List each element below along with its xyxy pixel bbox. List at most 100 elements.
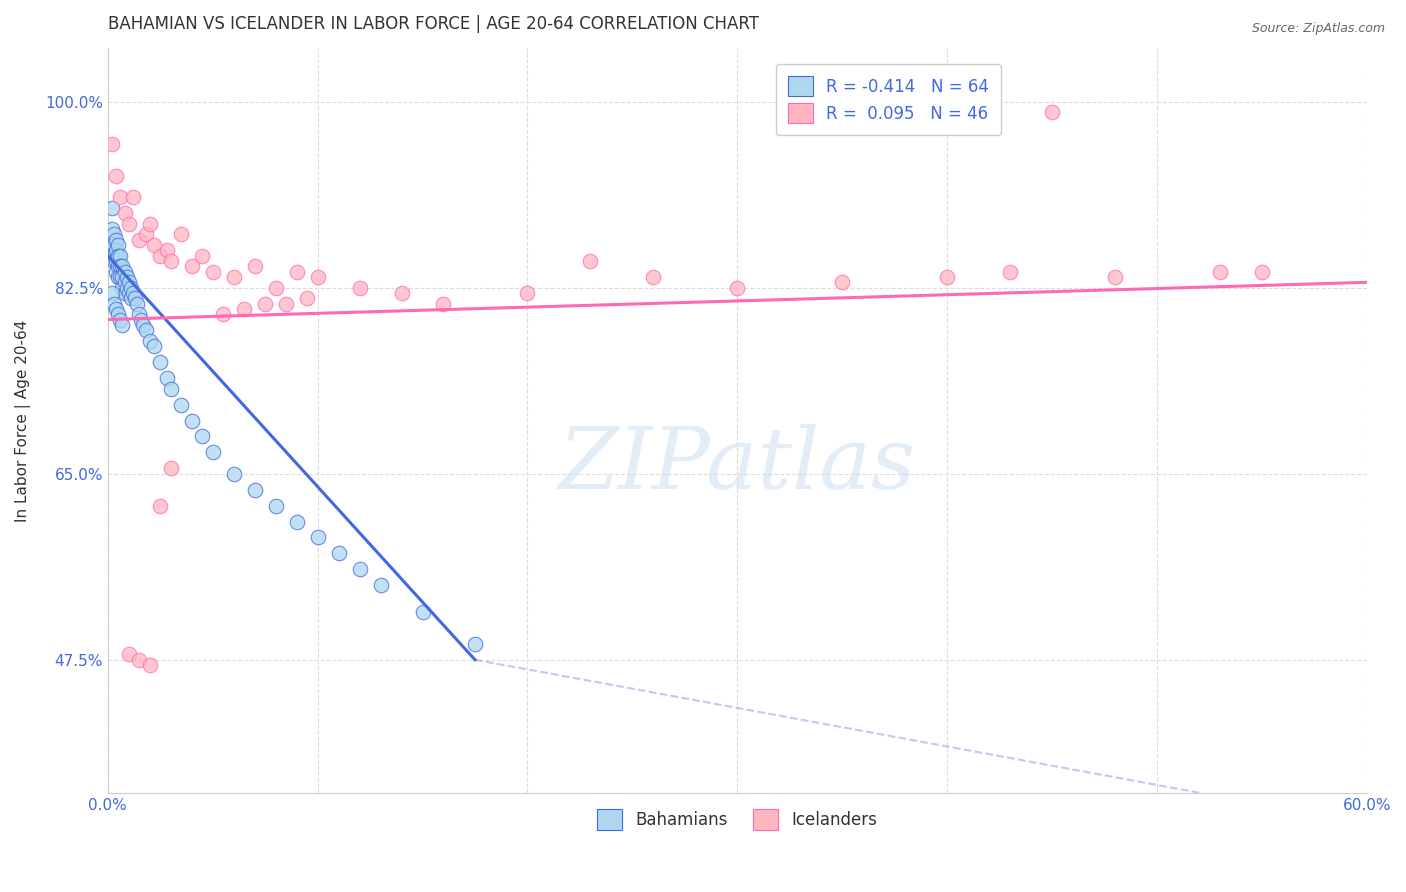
Point (105, 254, 128, 268)
Point (101, 137, 124, 152)
Point (579, 254, 602, 268)
Point (149, 355, 172, 369)
Point (170, 227, 193, 242)
Point (464, 637, 486, 651)
Point (105, 301, 128, 316)
Point (105, 244, 128, 258)
Point (307, 270, 329, 285)
Point (212, 307, 235, 321)
Point (111, 270, 134, 285)
Point (142, 339, 165, 353)
Point (110, 270, 132, 285)
Point (1104, 270, 1126, 285)
Point (114, 206, 136, 220)
Point (155, 244, 177, 258)
Point (233, 301, 256, 316)
Point (114, 285, 136, 300)
Point (138, 334, 160, 348)
Point (191, 429, 214, 443)
Point (349, 280, 371, 294)
Point (105, 169, 128, 183)
Point (149, 249, 172, 263)
Point (391, 285, 413, 300)
Point (103, 296, 125, 310)
Point (274, 296, 297, 310)
Point (307, 531, 329, 545)
Point (111, 280, 134, 294)
Point (118, 276, 141, 290)
Point (101, 222, 124, 236)
Text: BAHAMIAN VS ICELANDER IN LABOR FORCE | AGE 20-64 CORRELATION CHART: BAHAMIAN VS ICELANDER IN LABOR FORCE | A… (108, 15, 759, 33)
Point (107, 260, 129, 274)
Point (328, 546, 350, 560)
Point (411, 605, 433, 619)
Point (107, 307, 129, 321)
Point (107, 249, 129, 263)
Point (831, 276, 853, 290)
Point (111, 318, 134, 332)
Point (107, 270, 129, 285)
Point (201, 445, 224, 459)
Legend: Bahamians, Icelanders: Bahamians, Icelanders (591, 803, 884, 837)
Point (114, 276, 136, 290)
Point (643, 270, 665, 285)
Point (118, 648, 141, 662)
Point (243, 483, 266, 497)
Point (1250, 265, 1272, 279)
Point (111, 260, 134, 274)
Point (295, 291, 318, 305)
Point (370, 578, 392, 592)
Point (132, 318, 155, 332)
Point (105, 233, 128, 247)
Point (110, 190, 132, 204)
Point (142, 238, 165, 252)
Point (115, 270, 138, 285)
Point (105, 265, 128, 279)
Point (936, 270, 959, 285)
Point (516, 285, 538, 300)
Point (155, 371, 177, 385)
Point (254, 296, 277, 310)
Point (134, 227, 156, 242)
Point (128, 233, 150, 247)
Point (191, 249, 214, 263)
Point (115, 280, 138, 294)
Point (131, 312, 153, 326)
Point (138, 658, 160, 673)
Point (98, 233, 121, 247)
Text: ZIPatlas: ZIPatlas (558, 424, 915, 507)
Point (98, 249, 121, 263)
Point (349, 562, 371, 576)
Point (285, 515, 308, 529)
Point (127, 296, 149, 310)
Point (159, 254, 181, 268)
Point (264, 499, 287, 513)
Point (103, 249, 125, 263)
Point (201, 265, 224, 279)
Point (110, 260, 132, 274)
Point (120, 291, 142, 305)
Point (101, 285, 124, 300)
Point (122, 285, 145, 300)
Point (101, 244, 124, 258)
Point (264, 280, 287, 294)
Point (998, 265, 1021, 279)
Point (180, 260, 202, 274)
Point (118, 285, 141, 300)
Point (285, 265, 308, 279)
Point (128, 653, 150, 667)
Point (103, 238, 125, 252)
Point (149, 499, 172, 513)
Point (222, 270, 245, 285)
Point (725, 280, 748, 294)
Point (101, 201, 124, 215)
Text: Source: ZipAtlas.com: Source: ZipAtlas.com (1251, 22, 1385, 36)
Point (107, 238, 129, 252)
Point (1040, 105, 1063, 120)
Point (122, 190, 145, 204)
Point (103, 254, 125, 268)
Point (180, 413, 202, 427)
Point (159, 382, 181, 396)
Point (120, 280, 142, 294)
Point (170, 398, 193, 412)
